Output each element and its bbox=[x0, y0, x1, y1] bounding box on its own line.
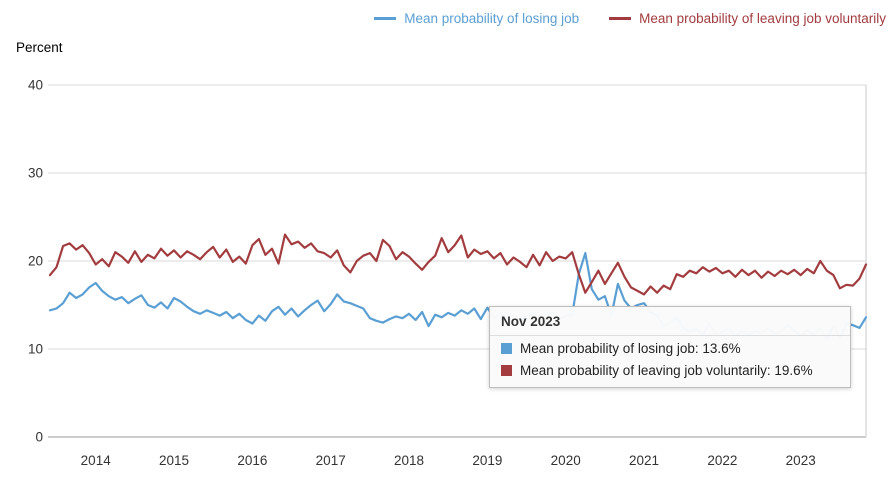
tooltip-swatch-losing-job bbox=[501, 343, 512, 354]
x-tick-label: 2018 bbox=[394, 453, 424, 468]
chart-tooltip: Nov 2023 Mean probability of losing job:… bbox=[489, 306, 851, 388]
tooltip-swatch-leaving-job bbox=[501, 365, 512, 376]
x-tick-label: 2016 bbox=[237, 453, 267, 468]
x-tick-label: 2017 bbox=[316, 453, 346, 468]
chart-legend: Mean probability of losing job Mean prob… bbox=[374, 11, 886, 26]
legend-item-losing-job[interactable]: Mean probability of losing job bbox=[374, 11, 579, 26]
x-tick-label: 2019 bbox=[472, 453, 502, 468]
tooltip-row-losing-job: Mean probability of losing job: 13.6% bbox=[490, 336, 850, 358]
y-tick-label: 30 bbox=[28, 166, 43, 181]
line-swatch-icon bbox=[374, 17, 397, 20]
y-tick-label: 20 bbox=[28, 254, 43, 269]
x-tick-label: 2020 bbox=[551, 453, 581, 468]
tooltip-title: Nov 2023 bbox=[490, 307, 850, 336]
tooltip-row-leaving-job: Mean probability of leaving job voluntar… bbox=[490, 358, 850, 387]
tooltip-text-losing-job: Mean probability of losing job: 13.6% bbox=[520, 341, 741, 356]
x-tick-label: 2023 bbox=[786, 453, 816, 468]
x-tick-label: 2021 bbox=[629, 453, 659, 468]
tooltip-text-leaving-job: Mean probability of leaving job voluntar… bbox=[520, 363, 813, 378]
series-line-leaving-job[interactable] bbox=[48, 233, 868, 296]
x-tick-label: 2014 bbox=[81, 453, 112, 468]
y-tick-label: 10 bbox=[28, 342, 43, 357]
y-axis-title: Percent bbox=[16, 40, 63, 55]
y-tick-label: 40 bbox=[28, 78, 43, 93]
y-tick-label: 0 bbox=[35, 430, 43, 445]
legend-label-leaving-job: Mean probability of leaving job voluntar… bbox=[639, 11, 886, 26]
legend-label-losing-job: Mean probability of losing job bbox=[404, 11, 580, 26]
legend-item-leaving-job[interactable]: Mean probability of leaving job voluntar… bbox=[609, 11, 886, 26]
line-swatch-icon bbox=[609, 17, 632, 20]
x-tick-label: 2015 bbox=[159, 453, 189, 468]
x-tick-label: 2022 bbox=[707, 453, 737, 468]
